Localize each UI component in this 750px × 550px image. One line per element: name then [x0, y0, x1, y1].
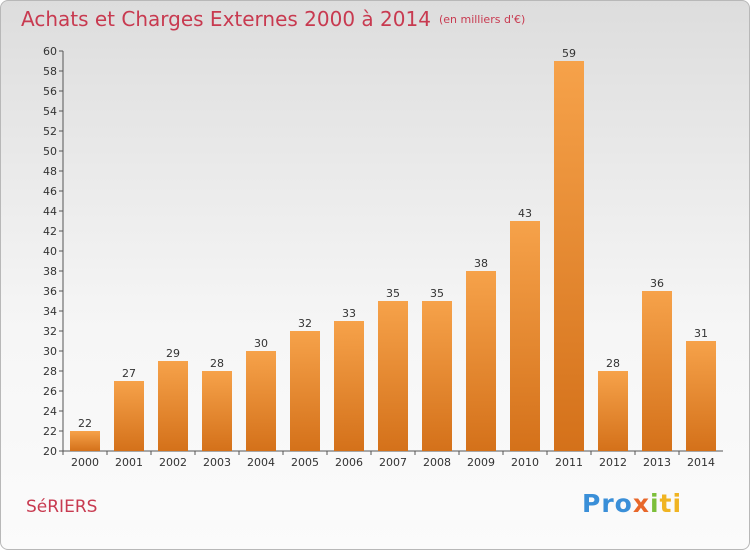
x-tick-label: 2001 — [115, 456, 143, 469]
x-tick-label: 2008 — [423, 456, 451, 469]
y-tick-label: 26 — [43, 385, 57, 398]
bar-value-label: 59 — [562, 47, 576, 60]
bar — [246, 351, 276, 451]
y-tick-label: 32 — [43, 325, 57, 338]
y-tick-label: 20 — [43, 445, 57, 458]
y-tick-label: 46 — [43, 185, 57, 198]
bars: 22 27 29 28 30 32 33 35 35 38 43 59 28 36 31 — [70, 47, 716, 451]
bar-value-label: 27 — [122, 367, 136, 380]
bar-value-label: 32 — [298, 317, 312, 330]
x-tick-label: 2013 — [643, 456, 671, 469]
y-tick-label: 54 — [43, 105, 57, 118]
x-tick-label: 2005 — [291, 456, 319, 469]
y-tick-label: 36 — [43, 285, 57, 298]
chart-unit: (en milliers d'€) — [438, 13, 526, 26]
commune-name: SéRIERS — [26, 497, 98, 517]
bar — [114, 381, 144, 451]
x-tick-label: 2002 — [159, 456, 187, 469]
y-tick-label: 38 — [43, 265, 57, 278]
x-tick-label: 2003 — [203, 456, 231, 469]
y-tick-label: 24 — [43, 405, 57, 418]
chart-title: Achats et Charges Externes 2000 à 2014 (e… — [21, 7, 525, 31]
logo-part-1: Pro — [582, 489, 633, 518]
proxiti-logo: Proxiti — [582, 489, 682, 518]
x-tick-label: 2004 — [247, 456, 275, 469]
y-tick-label: 30 — [43, 345, 57, 358]
y-tick-label: 58 — [43, 65, 57, 78]
x-tick-label: 2014 — [687, 456, 715, 469]
logo-part-3: i — [649, 489, 660, 518]
bar — [598, 371, 628, 451]
y-tick-label: 44 — [43, 205, 57, 218]
y-tick-label: 42 — [43, 225, 57, 238]
x-tick-label: 2006 — [335, 456, 363, 469]
bar — [158, 361, 188, 451]
y-axis: 20 22 24 26 28 30 32 34 36 38 40 42 44 46 48 50 52 54 56 58… — [43, 45, 64, 458]
y-tick-label: 50 — [43, 145, 57, 158]
y-tick-label: 52 — [43, 125, 57, 138]
x-tick-label: 2009 — [467, 456, 495, 469]
chart-title-text: Achats et Charges Externes 2000 à 2014 — [21, 7, 431, 31]
bar — [554, 61, 584, 451]
bar — [466, 271, 496, 451]
bar — [686, 341, 716, 451]
logo-part-2: x — [632, 489, 650, 518]
logo-part-4: ti — [659, 489, 683, 518]
bar — [70, 431, 100, 451]
bar-value-label: 28 — [606, 357, 620, 370]
bar-value-label: 35 — [386, 287, 400, 300]
bar — [422, 301, 452, 451]
x-tick-label: 2012 — [599, 456, 627, 469]
bar-value-label: 22 — [78, 417, 92, 430]
bar — [202, 371, 232, 451]
bar-value-label: 35 — [430, 287, 444, 300]
x-tick-label: 2000 — [71, 456, 99, 469]
y-tick-label: 48 — [43, 165, 57, 178]
y-tick-label: 40 — [43, 245, 57, 258]
bar-value-label: 28 — [210, 357, 224, 370]
y-tick-label: 28 — [43, 365, 57, 378]
bar-value-label: 38 — [474, 257, 488, 270]
y-tick-label: 22 — [43, 425, 57, 438]
bar-value-label: 43 — [518, 207, 532, 220]
y-tick-label: 60 — [43, 45, 57, 58]
bar-value-label: 29 — [166, 347, 180, 360]
x-axis: 2000 2001 2002 2003 2004 2005 2006 2007 2008 2009… — [62, 450, 723, 469]
bar-value-label: 31 — [694, 327, 708, 340]
x-tick-label: 2011 — [555, 456, 583, 469]
bar — [378, 301, 408, 451]
bar-value-label: 36 — [650, 277, 664, 290]
y-tick-label: 56 — [43, 85, 57, 98]
bar-value-label: 30 — [254, 337, 268, 350]
x-tick-label: 2010 — [511, 456, 539, 469]
bar — [642, 291, 672, 451]
y-tick-label: 34 — [43, 305, 57, 318]
bar — [510, 221, 540, 451]
bar — [290, 331, 320, 451]
x-tick-label: 2007 — [379, 456, 407, 469]
bar — [334, 321, 364, 451]
bar-value-label: 33 — [342, 307, 356, 320]
